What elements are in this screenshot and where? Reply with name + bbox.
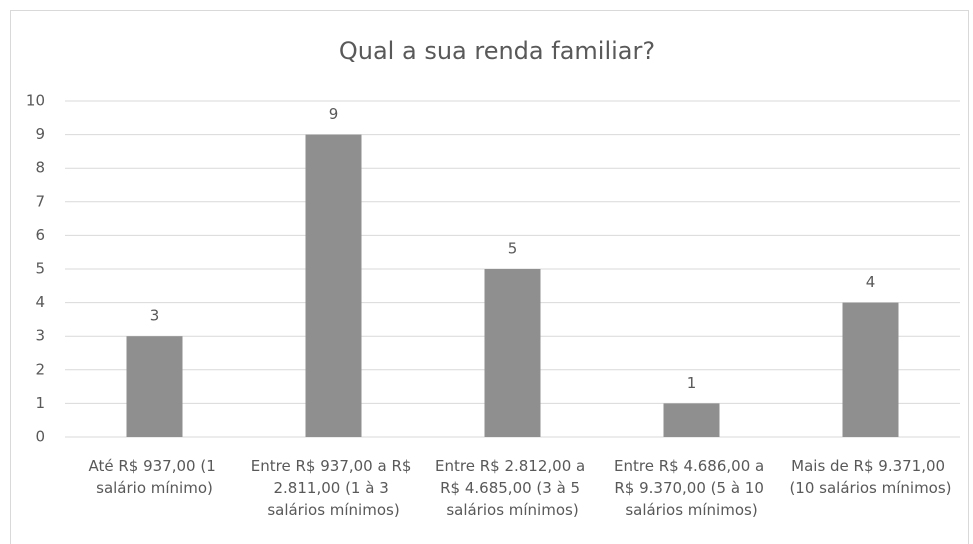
- bar: [842, 302, 899, 437]
- x-tick-label: Entre R$ 4.686,00 a R$ 9.370,00 (5 à 10 …: [614, 457, 769, 519]
- y-tick-label: 6: [35, 226, 45, 244]
- chart-title: Qual a sua renda familiar?: [339, 37, 655, 65]
- data-label: 9: [329, 105, 339, 123]
- y-tick-label: 3: [35, 327, 45, 345]
- x-tick-label: Mais de R$ 9.371,00 (10 salários mínimos…: [789, 457, 951, 497]
- bar: [305, 134, 362, 437]
- x-tick-label: Até R$ 937,00 (1 salário mínimo): [88, 457, 220, 497]
- bar: [663, 403, 720, 437]
- y-tick-label: 2: [35, 360, 45, 378]
- data-label: 4: [866, 273, 876, 291]
- y-tick-label: 1: [35, 394, 45, 412]
- y-tick-label: 4: [35, 293, 45, 311]
- bar: [126, 336, 183, 437]
- data-label: 1: [687, 374, 697, 392]
- y-tick-label: 7: [35, 192, 45, 210]
- x-tick-label: Entre R$ 2.812,00 a R$ 4.685,00 (3 à 5 s…: [435, 457, 590, 519]
- y-tick-label: 9: [35, 125, 45, 143]
- data-label: 5: [508, 240, 518, 258]
- y-tick-label: 0: [35, 428, 45, 446]
- x-tick-label: Entre R$ 937,00 a R$ 2.811,00 (1 à 3 sal…: [251, 457, 416, 519]
- bar: [484, 269, 541, 437]
- y-tick-label: 8: [35, 159, 45, 177]
- data-label: 3: [150, 307, 160, 325]
- y-tick-label: 10: [26, 92, 45, 110]
- y-tick-label: 5: [35, 260, 45, 278]
